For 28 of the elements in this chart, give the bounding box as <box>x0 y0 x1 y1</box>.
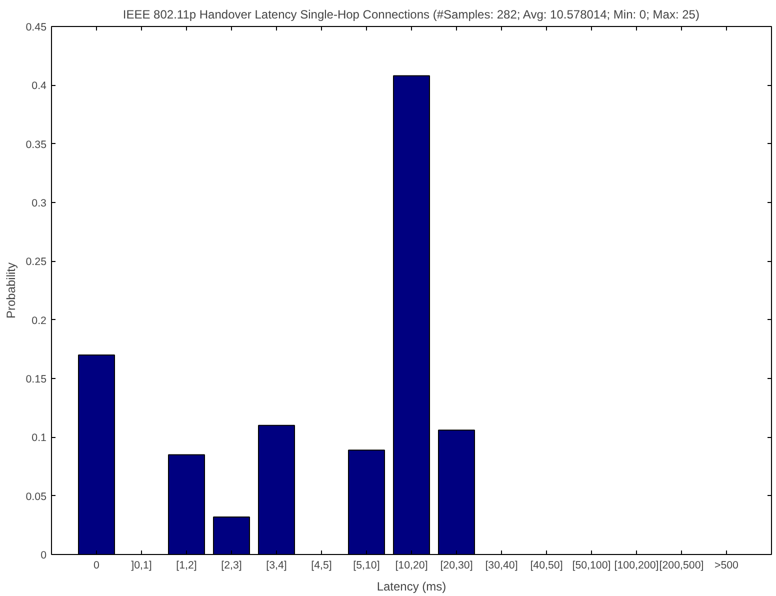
x-tick-label: [10,20] <box>395 560 428 572</box>
x-tick-label: [50,100] <box>572 560 611 572</box>
x-tick-label: >500 <box>714 560 739 572</box>
y-tick-label: 0 <box>40 550 47 562</box>
y-tick-label: 0.1 <box>32 432 47 444</box>
x-tick-label: [4,5] <box>311 560 332 572</box>
y-tick-label: 0.2 <box>32 314 47 327</box>
y-tick-label: 0.3 <box>32 198 47 210</box>
x-tick-label: [5,10] <box>353 560 380 572</box>
y-tick-label: 0.05 <box>26 490 47 503</box>
x-tick-label: [1,2] <box>176 560 197 572</box>
x-tick-label: ]0,1] <box>131 560 152 572</box>
x-tick-label: [2,3] <box>221 560 242 572</box>
x-tick-label: [100,200] <box>614 560 659 572</box>
y-axis-title: Probability <box>4 262 18 319</box>
y-tick-label: 0.4 <box>32 80 47 92</box>
y-tick-label: 0.15 <box>26 374 47 386</box>
x-axis-title: Latency (ms) <box>376 580 446 594</box>
x-tick-label: [30,40] <box>485 560 518 572</box>
x-tick-label: [200,500] <box>659 560 704 572</box>
x-tick-label: 0 <box>94 560 100 572</box>
x-tick-label: [3,4] <box>266 560 287 572</box>
chart-title: IEEE 802.11p Handover Latency Single-Hop Connections (#Samples: 282; Avg: 10.578014; Min: 0; Max: 25) <box>122 8 700 22</box>
y-tick-label: 0.45 <box>26 22 47 34</box>
y-tick-label: 0.25 <box>26 256 47 268</box>
x-tick-label: [20,30] <box>440 560 473 572</box>
x-tick-label: [40,50] <box>530 560 563 572</box>
y-tick-label: 0.35 <box>26 138 47 151</box>
